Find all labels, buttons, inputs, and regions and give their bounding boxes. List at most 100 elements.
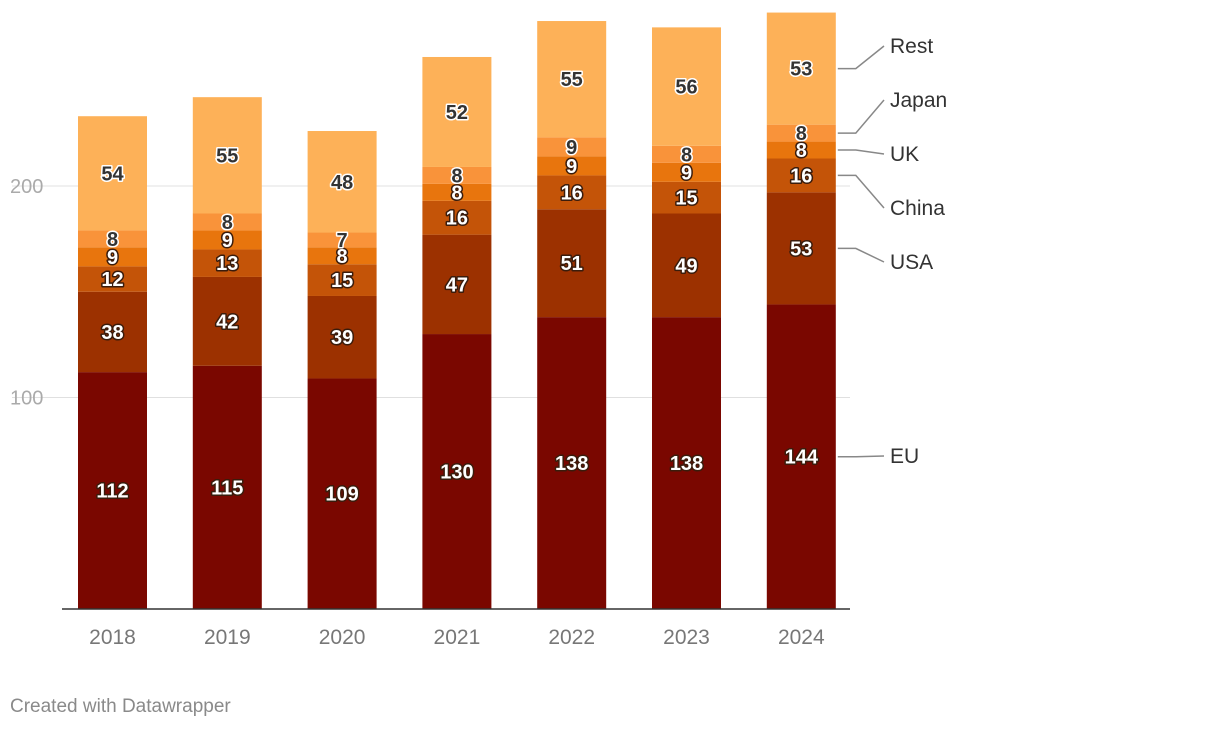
axes: 100 200 2018 2019 2020 2021 2022 2023 2024: [10, 176, 850, 649]
bar-segment-usa: [766, 192, 836, 305]
data-label: 8: [107, 229, 118, 251]
data-label: 55: [561, 69, 583, 91]
data-label: 51: [561, 253, 583, 275]
legend-label-uk: UK: [890, 143, 919, 166]
data-label: 47: [446, 274, 468, 296]
data-label: 8: [337, 246, 348, 268]
bar-segment-eu: [766, 304, 836, 609]
y-tick-label: 100: [10, 388, 43, 410]
data-label: 9: [566, 156, 577, 178]
bar-segment-uk: [537, 156, 607, 176]
data-label: 8: [451, 182, 462, 204]
y-tick-label: 200: [10, 176, 43, 198]
x-tick-label: 2024: [778, 626, 825, 649]
data-label: 39: [331, 327, 353, 349]
bar-segment-usa: [307, 295, 377, 379]
data-label: 9: [566, 137, 577, 159]
legend-label-usa: USA: [890, 251, 933, 274]
bar-segment-china: [307, 264, 377, 296]
legend-label-china: China: [890, 197, 945, 220]
data-label: 53: [790, 238, 812, 260]
credit-text: Created with Datawrapper: [10, 696, 231, 717]
x-tick-label: 2023: [663, 626, 710, 649]
data-label: 55: [216, 145, 238, 167]
data-label: 7: [337, 230, 348, 252]
bar-segment-rest: [192, 97, 262, 214]
data-label: 8: [451, 165, 462, 187]
data-label: 112: [96, 481, 128, 503]
bar-segment-usa: [422, 234, 492, 335]
bar-segment-rest: [307, 131, 377, 233]
data-label: 48: [331, 172, 353, 194]
data-label: 16: [561, 182, 583, 204]
segment-labels: 1123812985411542139855109391587481304716…: [95, 57, 820, 507]
bars: [78, 12, 836, 609]
data-label: 13: [216, 253, 238, 275]
legend-connector: [837, 149, 885, 155]
bar-segment-rest: [537, 21, 607, 138]
bar-segment-japan: [307, 232, 377, 248]
data-label: 38: [101, 322, 123, 344]
legend-connector: [837, 247, 885, 263]
bar-segment-usa: [537, 209, 607, 318]
legend: EU USA China UK Japan Rest: [837, 35, 947, 468]
bar-segment-china: [652, 181, 721, 214]
stacked-bar-chart: 1123812985411542139855109391587481304716…: [10, 12, 947, 649]
bar-segment-rest: [422, 56, 492, 167]
bar-segment-japan: [192, 213, 262, 231]
data-label: 15: [675, 188, 697, 210]
data-label: 8: [796, 140, 807, 162]
bar-segment-eu: [652, 317, 721, 609]
bar-segment-china: [766, 158, 836, 193]
bar-segment-usa: [652, 213, 721, 318]
bar-segment-japan: [537, 137, 607, 157]
bar-segment-rest: [766, 12, 836, 125]
x-tick-label: 2019: [204, 626, 251, 649]
data-label: 15: [331, 270, 353, 292]
data-label: 53: [790, 59, 812, 81]
bar-segment-rest: [78, 116, 147, 231]
legend-connector: [837, 455, 885, 458]
bar-segment-china: [192, 249, 262, 277]
data-label: 16: [446, 208, 468, 230]
data-label: 16: [790, 165, 812, 187]
legend-connector: [837, 45, 885, 70]
legend-label-eu: EU: [890, 445, 919, 468]
bar-segment-eu: [78, 372, 147, 609]
x-tick-label: 2018: [89, 626, 136, 649]
bar-segment-china: [422, 200, 492, 235]
data-label: 130: [440, 462, 473, 484]
legend-connector: [837, 99, 885, 134]
bar-segment-uk: [78, 247, 147, 267]
data-label: 109: [325, 484, 358, 506]
bar-segment-uk: [192, 230, 262, 250]
data-label: 138: [670, 453, 703, 475]
bar-segment-japan: [78, 230, 147, 248]
bar-segment-china: [537, 175, 607, 210]
bar-segment-japan: [766, 124, 836, 142]
data-label: 138: [555, 453, 588, 475]
data-label: 144: [785, 447, 819, 469]
bar-segment-eu: [192, 365, 262, 609]
data-label: 115: [211, 477, 243, 499]
bar-segment-usa: [78, 291, 147, 373]
data-label: 8: [222, 212, 233, 234]
bar-segment-china: [78, 266, 147, 292]
bar-segment-eu: [422, 334, 492, 609]
bar-segment-uk: [422, 183, 492, 201]
data-label: 9: [107, 247, 118, 269]
bar-segment-japan: [422, 166, 492, 184]
data-label: 54: [101, 163, 124, 185]
x-tick-label: 2022: [548, 626, 595, 649]
data-label: 12: [101, 269, 123, 291]
bar-segment-japan: [652, 145, 721, 163]
bar-segment-rest: [652, 27, 721, 146]
data-label: 49: [675, 255, 697, 277]
data-label: 8: [796, 123, 807, 145]
bar-segment-usa: [192, 276, 262, 366]
bar-segment-eu: [537, 317, 607, 609]
x-tick-label: 2021: [434, 626, 481, 649]
legend-label-rest: Rest: [890, 35, 933, 58]
data-label: 8: [681, 144, 692, 166]
legend-connector: [837, 174, 885, 209]
